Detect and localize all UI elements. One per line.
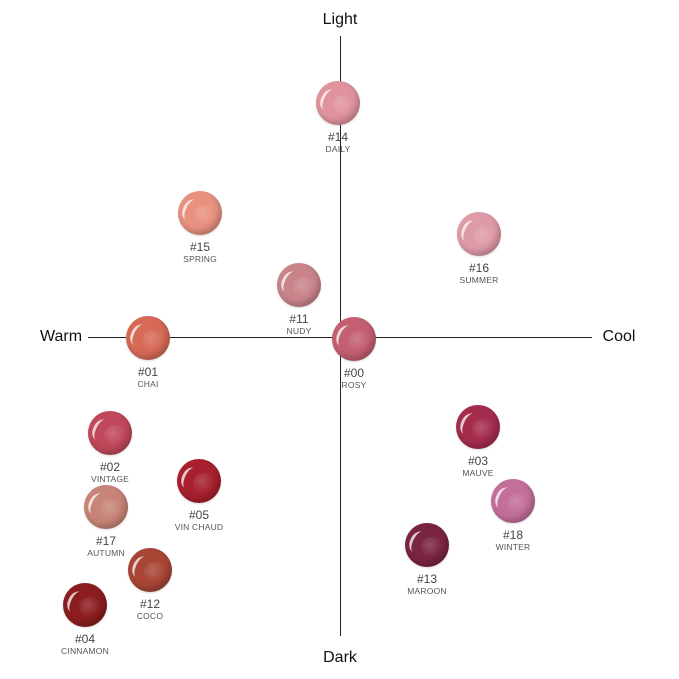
swatch-number: #17 [95, 534, 117, 548]
color-swatch [177, 459, 221, 503]
axis-label-dark: Dark [323, 649, 357, 666]
color-swatch [316, 81, 360, 125]
color-swatch [457, 212, 501, 256]
swatch-number: #13 [416, 572, 438, 586]
swatch-number: #11 [289, 312, 309, 326]
swatch-number: #00 [343, 366, 365, 380]
swatch-name: WINTER [495, 542, 531, 552]
axis-label-light: Light [322, 11, 358, 28]
swatch-number: #18 [502, 528, 524, 542]
swatch-number: #15 [189, 240, 211, 254]
swatch-name: AUTUMN [87, 548, 125, 558]
swatch-name: COCO [136, 611, 164, 621]
swatch-number: #16 [468, 261, 490, 275]
color-swatch [178, 191, 222, 235]
color-swatch [126, 316, 170, 360]
swatch-name: MAUVE [462, 468, 494, 478]
swatch-number: #02 [99, 460, 121, 474]
swatch-name: NUDY [286, 326, 312, 336]
swatch-name: DAILY [325, 144, 351, 154]
swatch-number: #03 [467, 454, 489, 468]
swatch-name: CHAI [137, 379, 159, 389]
color-swatch [405, 523, 449, 567]
axis-label-cool: Cool [602, 328, 636, 345]
color-swatch [84, 485, 128, 529]
color-swatch [128, 548, 172, 592]
swatch-name: MAROON [407, 586, 447, 596]
color-swatch [88, 411, 132, 455]
color-swatch [63, 583, 107, 627]
swatch-number: #05 [188, 508, 210, 522]
color-swatch [277, 263, 321, 307]
axis-label-warm: Warm [39, 328, 83, 345]
swatch-name: VINTAGE [90, 474, 130, 484]
swatch-name: ROSY [341, 380, 367, 390]
swatch-number: #14 [327, 130, 349, 144]
swatch-number: #12 [139, 597, 161, 611]
color-swatch [456, 405, 500, 449]
swatch-name: SUMMER [459, 275, 499, 285]
color-swatch [491, 479, 535, 523]
swatch-number: #04 [74, 632, 96, 646]
swatch-number: #01 [137, 365, 159, 379]
color-swatch [332, 317, 376, 361]
swatch-name: CINNAMON [61, 646, 109, 656]
swatch-name: VIN CHAUD [174, 522, 224, 532]
swatch-name: SPRING [183, 254, 217, 264]
